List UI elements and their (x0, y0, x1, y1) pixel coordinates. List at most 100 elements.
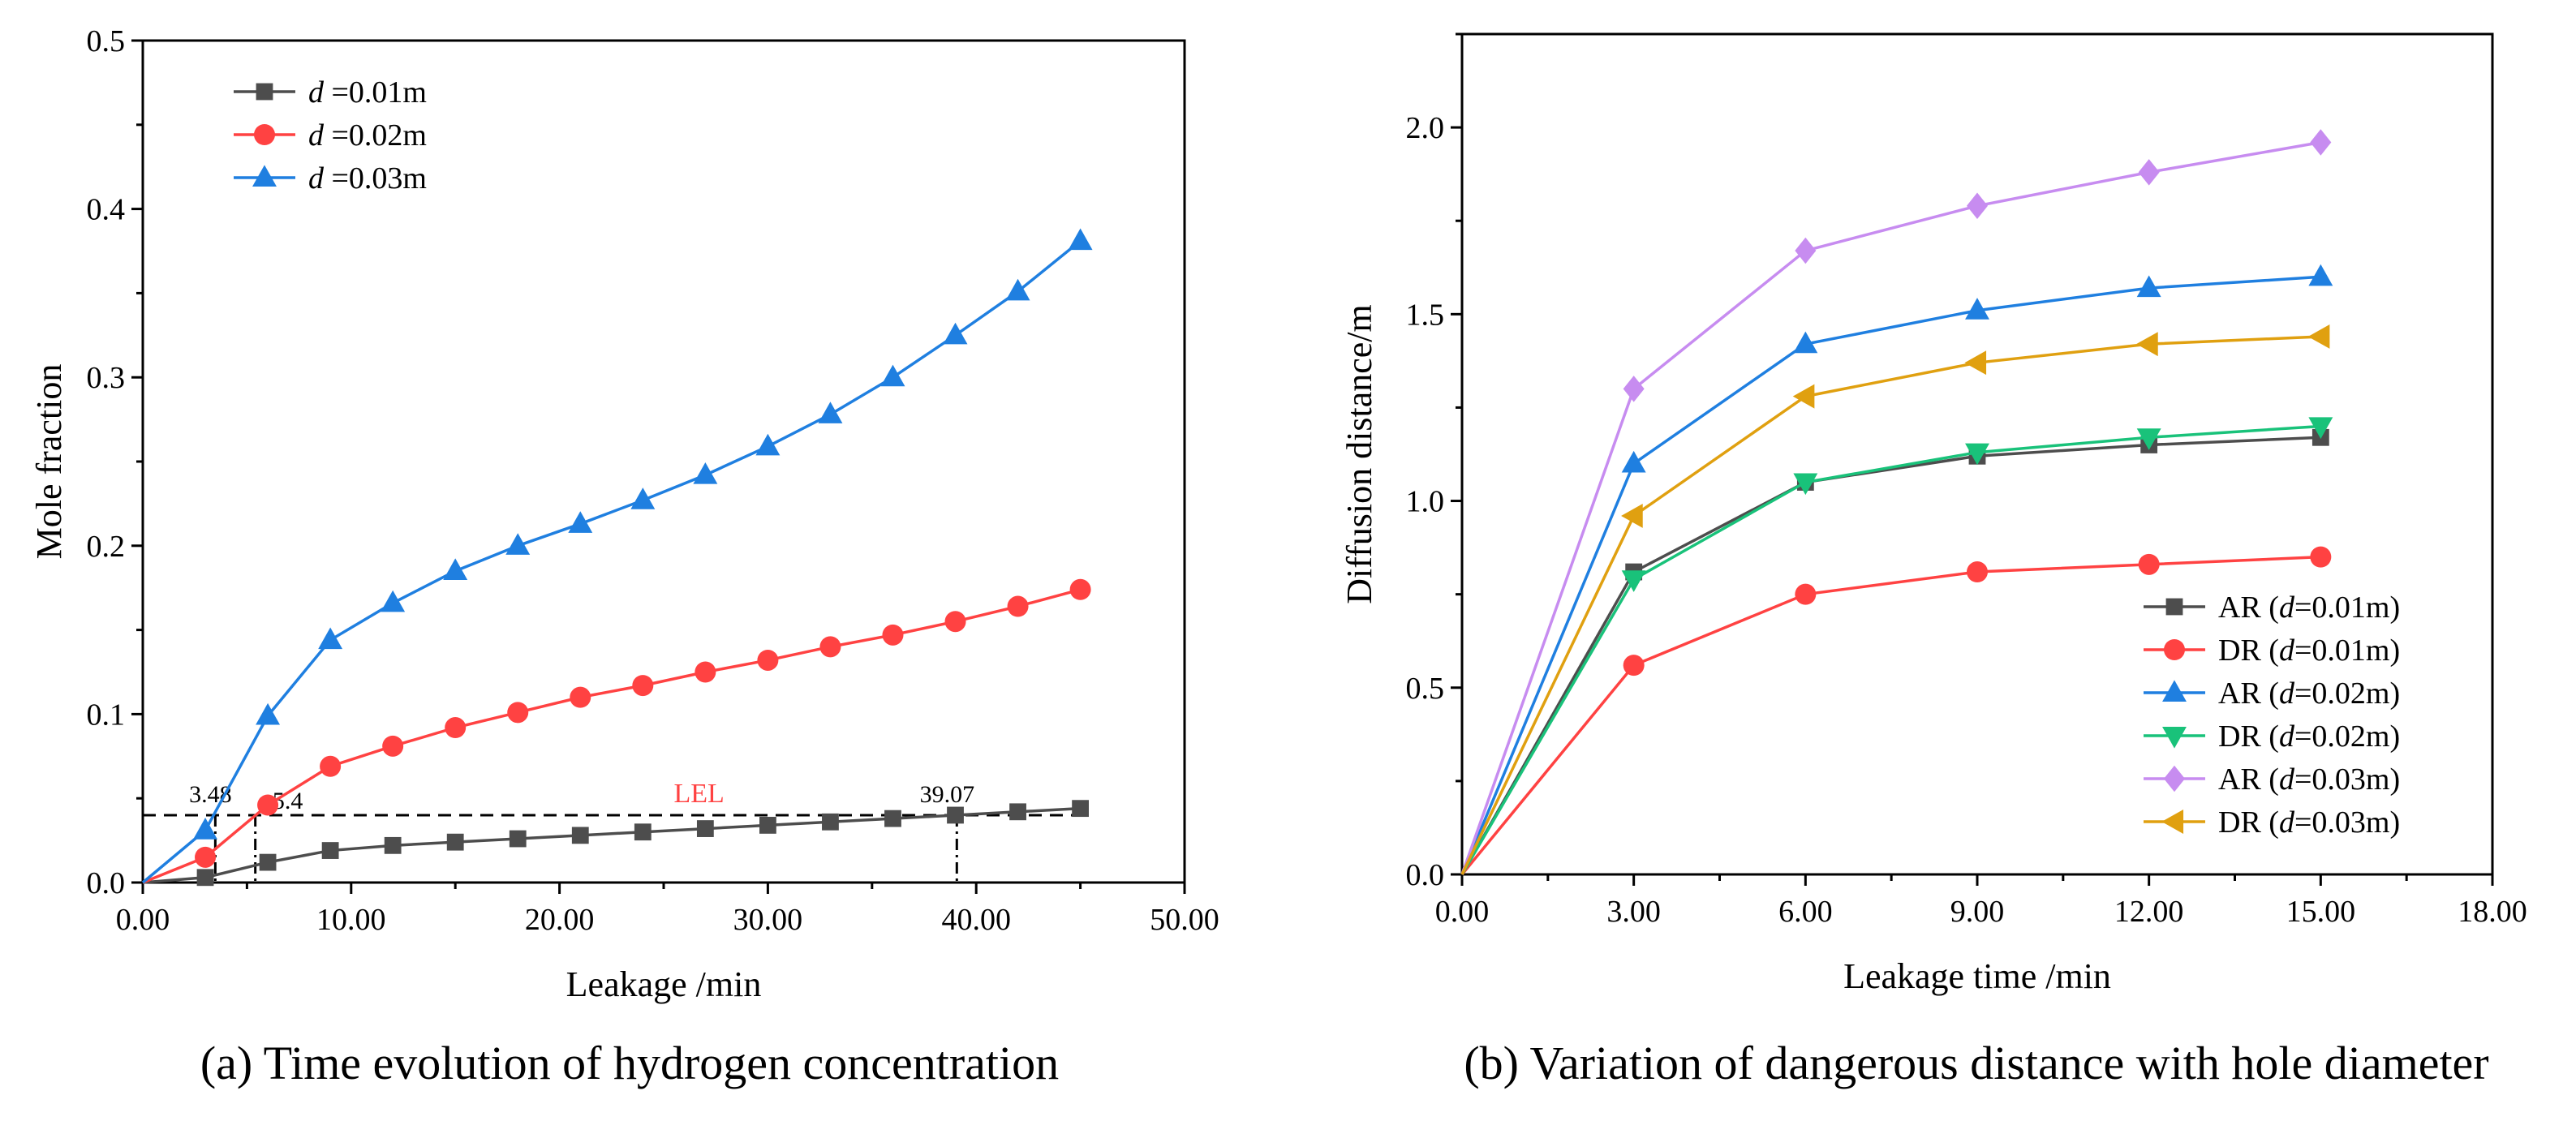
data-point (193, 818, 217, 840)
x-tick-label: 15.00 (2286, 895, 2356, 929)
data-point (1793, 473, 1818, 496)
data-point (630, 487, 656, 509)
legend-marker (2165, 598, 2183, 616)
data-point (320, 755, 342, 777)
data-point (2136, 332, 2158, 357)
data-point (1965, 443, 1989, 466)
data-point (381, 590, 406, 612)
x-tick-label: 18.00 (2458, 895, 2527, 929)
data-point (256, 702, 281, 725)
y-axis-title: Diffusion distance/m (1340, 304, 1379, 603)
y-tick-label: 0.2 (87, 530, 126, 564)
series-line (1460, 140, 2321, 875)
data-point (818, 402, 843, 423)
data-point (1621, 504, 1643, 528)
data-point (1792, 384, 1815, 409)
y-tick-label: 0.1 (87, 698, 126, 732)
chart-b: 0.00 3.00 6.00 9.00 12.00 15.00 18.00 0.0 0.5 1.0… (1340, 32, 2527, 1089)
data-point (384, 836, 402, 854)
data-point (944, 611, 966, 633)
y-tick-label: 0.5 (1406, 672, 1445, 706)
data-point (195, 846, 217, 868)
data-point (757, 649, 779, 671)
legend-label: DR (d=0.01m) (2218, 634, 2400, 668)
data-point (693, 462, 718, 484)
y-tick-label: 0.3 (87, 361, 126, 395)
legend-label: DR (d=0.03m) (2218, 805, 2400, 840)
data-point (822, 813, 839, 831)
data-point (2308, 264, 2333, 286)
data-point (1795, 237, 1817, 264)
x-tick-label: 0.00 (116, 903, 170, 937)
x-tick-label: 40.00 (941, 903, 1011, 937)
series-line (142, 588, 1082, 884)
series-line (1460, 436, 2321, 875)
plot-frame (141, 39, 1186, 884)
data-point (1623, 655, 1645, 676)
legend-marker (252, 165, 277, 187)
data-point (1623, 376, 1645, 402)
data-point (1795, 583, 1817, 605)
data-point (1069, 578, 1091, 600)
legend-marker (2164, 765, 2185, 792)
data-point (443, 558, 468, 580)
data-point (1621, 570, 1646, 592)
y-tick-label: 2.0 (1406, 111, 1445, 145)
series-line (1460, 275, 2321, 875)
figure-caption: (b) Variation of dangerous distance with… (1464, 1037, 2488, 1089)
data-point (196, 869, 214, 887)
data-point (755, 433, 781, 456)
data-point (1967, 192, 1988, 220)
data-point (884, 810, 901, 827)
data-point (1964, 350, 1987, 376)
x-tick-label: 0.00 (1435, 895, 1490, 929)
x-tick-label: 12.00 (2114, 895, 2184, 929)
data-point (1793, 331, 1818, 354)
legend-label: AR (d=0.02m) (2218, 676, 2400, 711)
data-point (259, 853, 277, 871)
data-point (1068, 228, 1093, 251)
x-tick-label: 10.00 (316, 903, 386, 937)
series-line (1460, 335, 2321, 875)
y-tick-label: 1.0 (1406, 485, 1445, 519)
y-tick-label: 0.0 (1406, 858, 1445, 892)
x-tick-label: 3.00 (1606, 895, 1661, 929)
data-point (943, 322, 968, 345)
x-tick-label: 6.00 (1778, 895, 1833, 929)
x-tick-label: 20.00 (525, 903, 595, 937)
data-point (1007, 595, 1029, 617)
series-line (142, 806, 1081, 884)
data-point (382, 735, 404, 757)
data-point (759, 817, 776, 834)
legend-marker (2162, 680, 2187, 702)
data-point (570, 686, 591, 708)
data-point (2136, 275, 2161, 298)
figure-caption: (a) Time evolution of hydrogen concentra… (200, 1037, 1059, 1089)
marker-label: 39.07 (920, 781, 975, 808)
y-tick-label: 0.4 (87, 193, 126, 227)
data-point (632, 675, 654, 697)
data-point (321, 842, 339, 859)
y-tick-label: 0.5 (87, 24, 126, 58)
data-point (1621, 450, 1646, 473)
lel-label: LEL (673, 779, 724, 809)
data-point (1005, 278, 1030, 301)
data-point (571, 827, 589, 844)
data-point (507, 702, 529, 724)
data-point (2307, 324, 2330, 349)
data-point (2136, 428, 2161, 450)
y-axis-title: Mole fraction (29, 364, 69, 560)
series-line (1460, 424, 2321, 875)
chart-a: 0.00 10.00 20.00 30.00 40.00 50.00 0.0 0.1 0.2 0.… (29, 24, 1219, 1089)
data-point (257, 794, 279, 816)
data-point (505, 533, 531, 555)
x-tick-label: 30.00 (733, 903, 803, 937)
x-tick-label: 9.00 (1950, 895, 2005, 929)
data-point (947, 806, 964, 824)
x-tick-label: 50.00 (1150, 903, 1219, 937)
series-line (141, 239, 1082, 884)
legend-marker (2161, 810, 2184, 834)
data-point (882, 624, 904, 646)
legend-marker (256, 83, 273, 101)
data-point (2308, 417, 2333, 440)
